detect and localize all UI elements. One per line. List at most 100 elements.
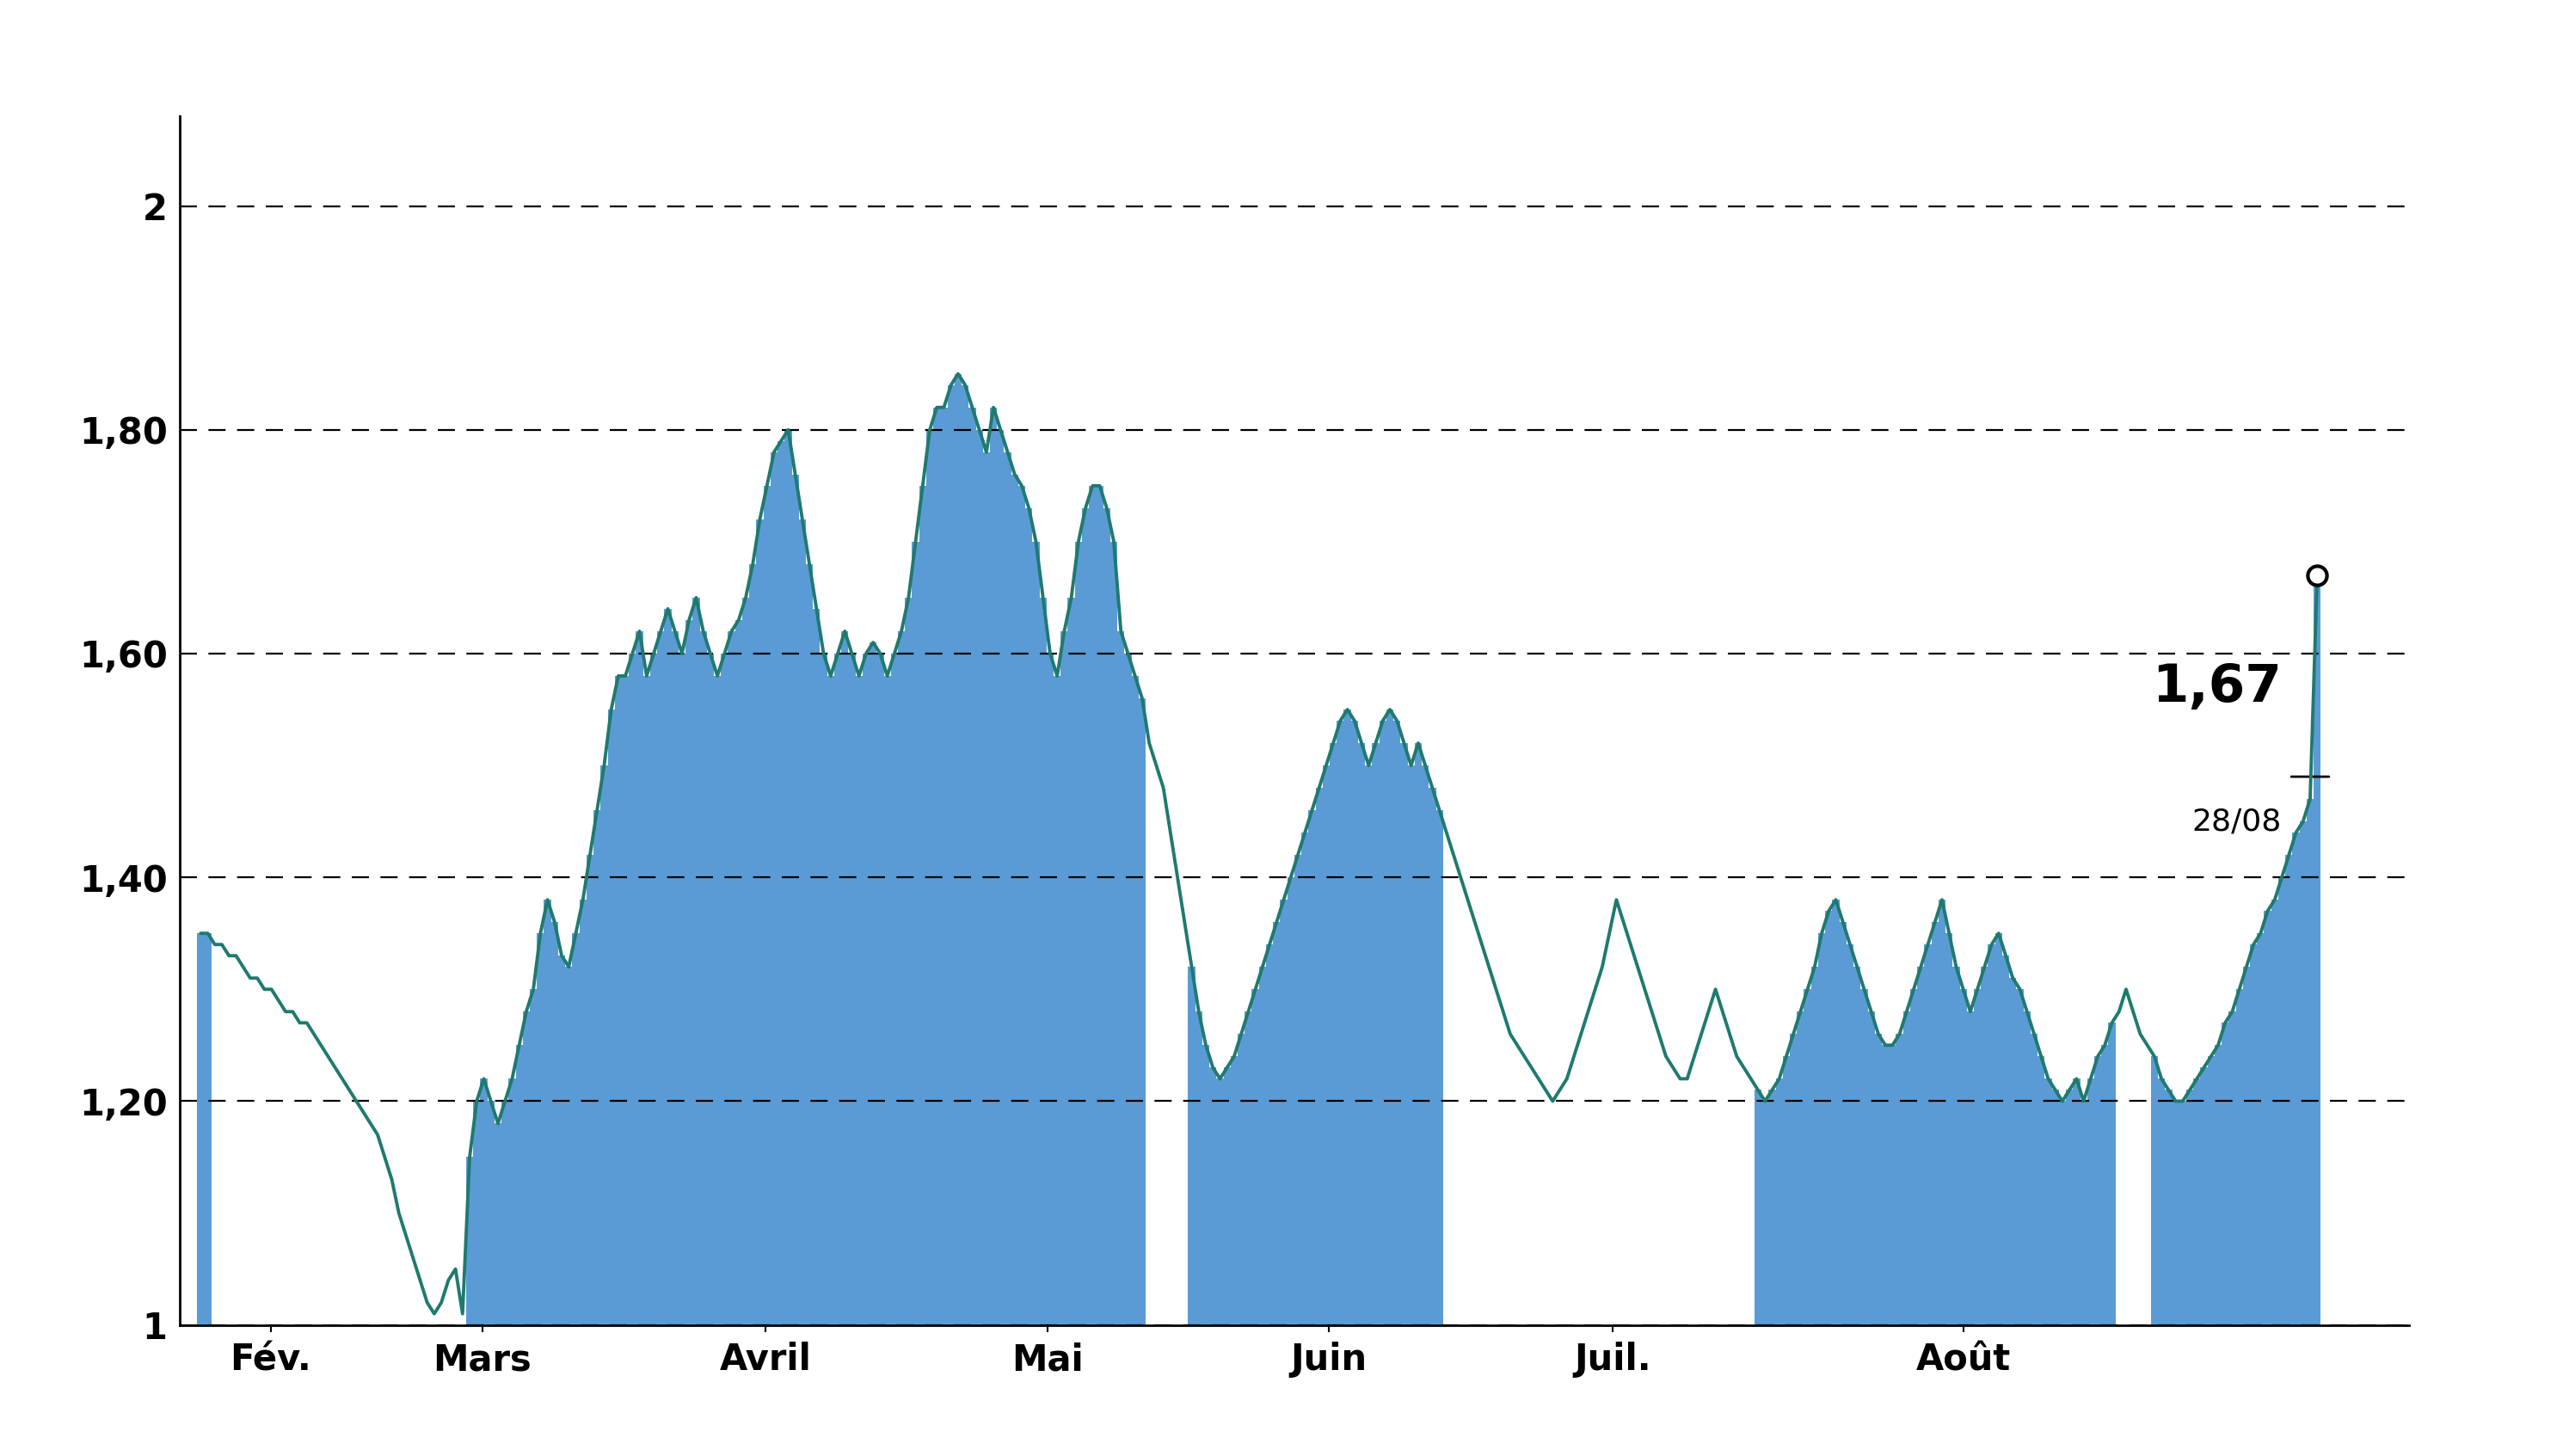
Bar <box>933 408 941 1325</box>
Bar <box>720 654 728 1325</box>
Bar <box>579 900 587 1325</box>
Bar <box>1005 453 1012 1325</box>
Bar <box>2235 989 2243 1325</box>
Bar <box>1407 766 1415 1325</box>
Bar <box>1343 709 1351 1325</box>
Bar <box>1756 1091 1761 1325</box>
Bar <box>1351 721 1358 1325</box>
Bar <box>997 430 1005 1325</box>
Bar <box>672 632 679 1325</box>
Bar <box>707 654 715 1325</box>
Bar <box>1974 989 1981 1325</box>
Bar <box>1379 721 1387 1325</box>
Bar <box>1776 1079 1784 1325</box>
Bar <box>1315 788 1323 1325</box>
Bar <box>205 933 210 1325</box>
Bar <box>2202 1067 2207 1325</box>
Bar <box>1210 1067 1217 1325</box>
Bar <box>1310 810 1315 1325</box>
Bar <box>1294 855 1302 1325</box>
Bar <box>1358 743 1366 1325</box>
Bar <box>1223 1067 1230 1325</box>
Bar <box>1266 945 1274 1325</box>
Bar <box>2307 799 2314 1325</box>
Bar <box>1945 933 1953 1325</box>
Bar <box>1422 766 1428 1325</box>
Bar <box>1274 922 1279 1325</box>
Bar <box>531 989 536 1325</box>
Bar <box>1230 1057 1238 1325</box>
Bar <box>684 620 692 1325</box>
Bar <box>1302 833 1310 1325</box>
Bar <box>1812 967 1817 1325</box>
Bar <box>2150 1057 2158 1325</box>
Bar <box>1251 989 1258 1325</box>
Bar <box>1768 1091 1776 1325</box>
Bar <box>1102 508 1110 1325</box>
Bar <box>559 955 566 1325</box>
Bar <box>607 709 615 1325</box>
Bar <box>2194 1079 2202 1325</box>
Bar <box>1994 933 2002 1325</box>
Bar <box>551 922 559 1325</box>
Bar <box>2022 1012 2030 1325</box>
Bar <box>636 632 643 1325</box>
Bar <box>820 654 828 1325</box>
Bar <box>1138 699 1146 1325</box>
Bar <box>1435 810 1443 1325</box>
Bar <box>1981 967 1989 1325</box>
Bar <box>664 609 672 1325</box>
Bar <box>728 632 736 1325</box>
Bar <box>2214 1045 2222 1325</box>
Bar <box>743 597 748 1325</box>
Bar <box>920 486 925 1325</box>
Bar <box>805 563 812 1325</box>
Bar <box>1287 878 1294 1325</box>
Bar <box>2058 1101 2066 1325</box>
Bar <box>2053 1091 2058 1325</box>
Bar <box>925 430 933 1325</box>
Bar <box>600 766 607 1325</box>
Bar <box>536 933 543 1325</box>
Bar <box>2166 1091 2171 1325</box>
Bar <box>1089 486 1097 1325</box>
Bar <box>1938 900 1945 1325</box>
Bar <box>1217 1079 1223 1325</box>
Bar <box>2250 945 2258 1325</box>
Bar <box>507 1079 515 1325</box>
Bar <box>1989 945 1994 1325</box>
Bar <box>2086 1079 2094 1325</box>
Bar <box>1761 1101 1768 1325</box>
Bar <box>1909 989 1917 1325</box>
Bar <box>1904 1012 1909 1325</box>
Bar <box>2299 821 2307 1325</box>
Bar <box>2186 1091 2194 1325</box>
Bar <box>1925 945 1933 1325</box>
Bar <box>877 654 884 1325</box>
Bar <box>515 1045 523 1325</box>
Text: 1,67: 1,67 <box>2153 662 2281 712</box>
Bar <box>566 967 572 1325</box>
Text: 28/08: 28/08 <box>2191 807 2281 836</box>
Bar <box>1840 922 1845 1325</box>
Bar <box>1053 676 1061 1325</box>
Bar <box>1874 1034 1881 1325</box>
Bar <box>1371 743 1379 1325</box>
Bar <box>2066 1091 2073 1325</box>
Text: Singulus Technologies AG: Singulus Technologies AG <box>592 16 1971 108</box>
Bar <box>1861 989 1868 1325</box>
Bar <box>953 374 961 1325</box>
Bar <box>623 676 628 1325</box>
Bar <box>587 855 595 1325</box>
Bar <box>977 430 982 1325</box>
Bar <box>969 408 977 1325</box>
Bar <box>897 632 905 1325</box>
Bar <box>884 676 892 1325</box>
Bar <box>1789 1034 1797 1325</box>
Bar <box>656 632 664 1325</box>
Bar <box>2230 1012 2235 1325</box>
Bar <box>848 654 856 1325</box>
Bar <box>1069 597 1074 1325</box>
Bar <box>1279 900 1287 1325</box>
Bar <box>1097 486 1102 1325</box>
